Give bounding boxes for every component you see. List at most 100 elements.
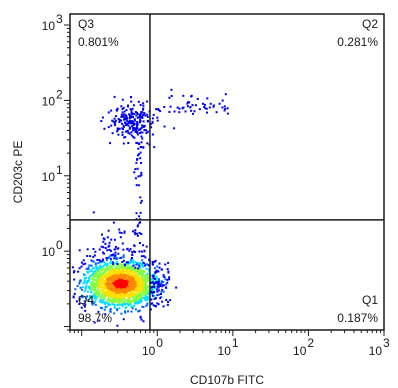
event-dot — [110, 294, 113, 297]
event-dot — [120, 297, 123, 300]
event-dot — [103, 280, 106, 283]
event-dot — [138, 215, 141, 218]
event-dot — [102, 273, 105, 276]
event-dot — [155, 108, 158, 111]
event-dot — [113, 301, 116, 304]
event-dot — [156, 290, 159, 293]
event-dot — [182, 94, 185, 97]
event-dot — [144, 295, 147, 298]
event-dot — [143, 279, 145, 282]
event-dot — [120, 113, 123, 116]
event-dot — [109, 274, 112, 277]
event-dot — [138, 290, 141, 293]
event-dot — [145, 289, 148, 292]
event-dot — [101, 282, 104, 285]
event-dot — [123, 264, 126, 267]
event-dot — [154, 259, 157, 262]
event-dot — [114, 280, 117, 283]
event-dot — [121, 268, 124, 271]
event-dot — [127, 278, 130, 281]
event-dot — [113, 117, 116, 120]
event-dot — [139, 174, 142, 177]
event-dot — [141, 115, 143, 118]
event-dot — [108, 270, 111, 273]
event-dot — [153, 146, 156, 149]
event-dot — [118, 301, 121, 304]
event-dot — [126, 299, 128, 302]
event-dot — [133, 171, 136, 174]
event-dot — [121, 270, 124, 272]
event-dot — [97, 269, 99, 272]
event-dot — [118, 281, 121, 284]
event-dot — [176, 106, 179, 109]
event-dot — [133, 119, 136, 122]
event-dot — [125, 261, 128, 264]
event-dot — [158, 278, 160, 281]
quadrant-name-q3: Q3 — [78, 17, 94, 31]
event-dot — [89, 296, 92, 299]
event-dot — [82, 282, 85, 285]
event-dot — [92, 278, 94, 281]
event-dot — [125, 123, 128, 126]
event-dot — [123, 285, 126, 288]
event-dot — [134, 272, 137, 275]
event-dot — [132, 124, 135, 127]
event-dot — [157, 281, 160, 284]
event-dot — [131, 284, 134, 287]
event-dot — [108, 244, 111, 247]
y-tick-exponent: 0 — [56, 238, 63, 252]
event-dot — [123, 287, 125, 290]
event-dot — [90, 300, 93, 303]
event-dot — [107, 277, 110, 280]
event-dot — [131, 107, 134, 110]
event-dot — [94, 289, 97, 292]
event-dot — [103, 252, 106, 255]
event-dot — [104, 313, 107, 316]
event-dot — [97, 273, 100, 276]
quadrant-percent-q3: 0.801% — [78, 35, 119, 49]
event-dot — [110, 109, 113, 112]
event-dot — [126, 117, 128, 120]
event-dot — [122, 295, 125, 298]
event-dot — [191, 104, 194, 107]
event-dot — [145, 298, 148, 301]
event-dot — [104, 301, 107, 304]
event-dot — [123, 117, 126, 119]
event-dot — [123, 290, 126, 293]
event-dot — [127, 105, 129, 108]
event-dot — [120, 286, 123, 289]
event-dot — [139, 301, 142, 304]
event-dot — [124, 271, 126, 274]
quadrant-gate — [70, 14, 384, 330]
event-dot — [152, 274, 155, 277]
event-dot — [118, 285, 121, 287]
event-dot — [90, 269, 93, 272]
event-dot — [102, 267, 105, 270]
event-dot — [89, 287, 92, 290]
event-dot — [115, 297, 118, 299]
event-dot — [142, 296, 145, 299]
event-dot — [139, 287, 141, 290]
event-dot — [127, 288, 130, 291]
event-dot — [106, 236, 109, 239]
event-dot — [153, 260, 156, 263]
event-dot — [126, 282, 129, 285]
event-dot — [224, 93, 227, 96]
event-dot — [119, 256, 122, 259]
event-dot — [140, 294, 143, 297]
event-dot — [138, 128, 141, 131]
event-dot — [123, 279, 126, 282]
event-dot — [138, 231, 141, 234]
event-dot — [147, 264, 150, 267]
event-dot — [124, 310, 126, 313]
event-dot — [127, 293, 130, 296]
event-dot — [140, 111, 143, 113]
event-dot — [98, 278, 101, 281]
event-dot — [186, 105, 189, 108]
event-dot — [117, 278, 120, 281]
event-dot — [150, 126, 153, 129]
event-dot — [107, 126, 110, 129]
event-dot — [145, 280, 148, 283]
event-dot — [115, 109, 118, 111]
